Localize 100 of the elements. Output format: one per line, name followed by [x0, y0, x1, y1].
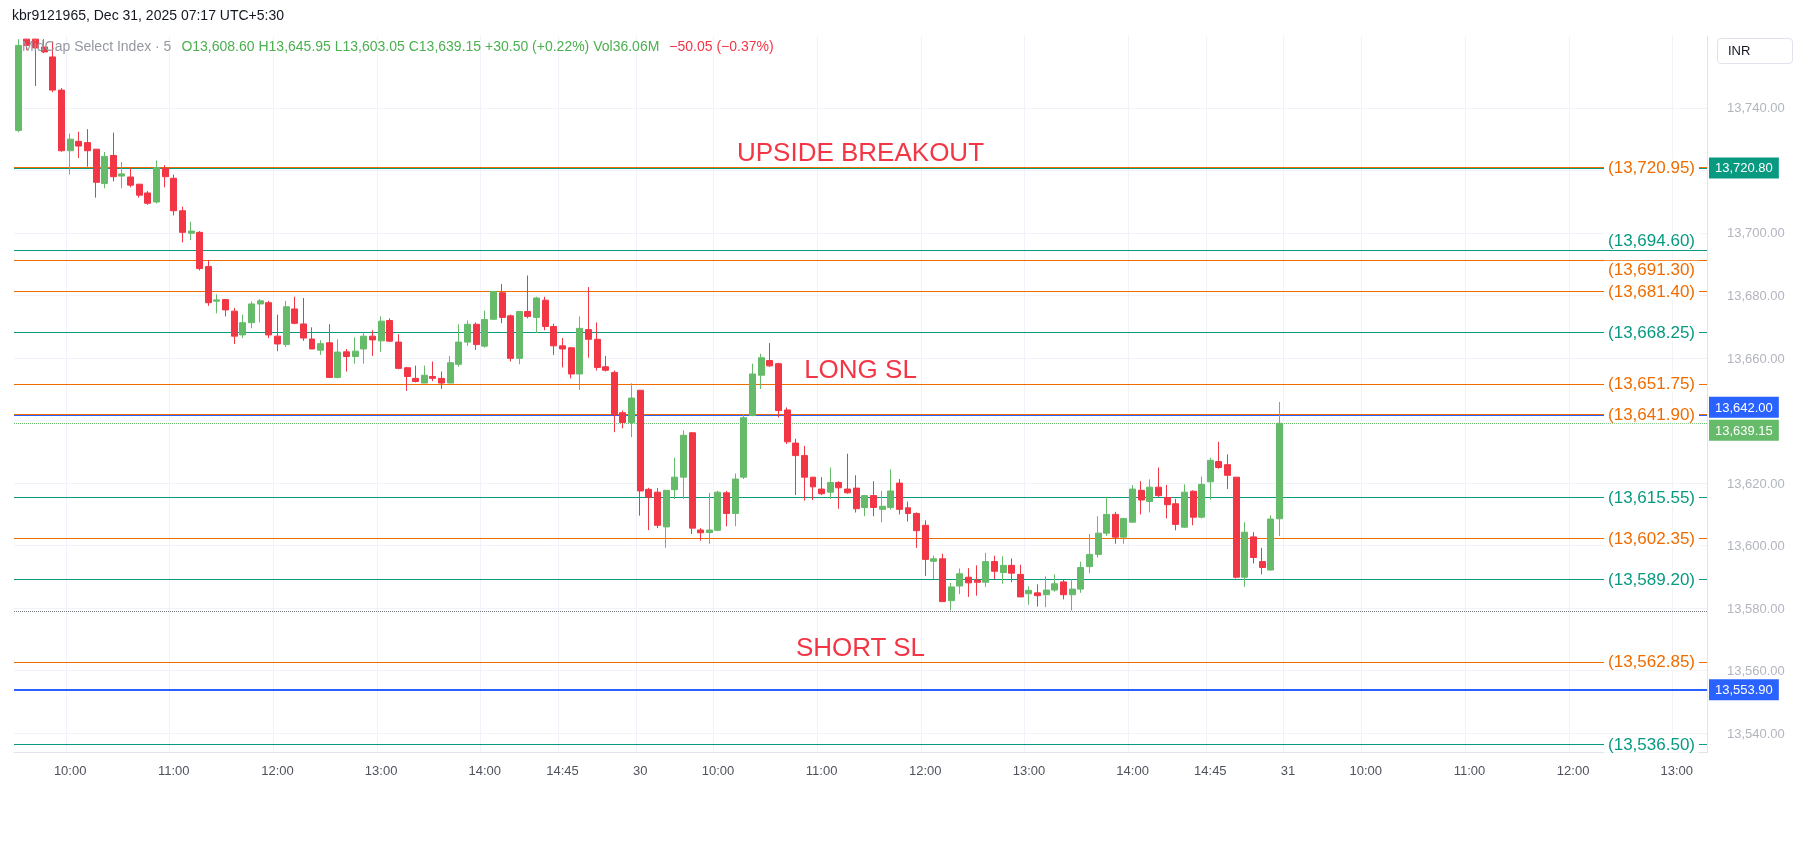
candlestick	[732, 472, 739, 527]
x-tick-label: 14:45	[546, 763, 579, 778]
candlestick	[170, 174, 177, 216]
y-tick-label: 13,700.00	[1727, 225, 1785, 241]
candlestick	[386, 317, 393, 343]
candlestick	[101, 151, 108, 189]
candlestick	[84, 128, 91, 168]
candlestick	[395, 333, 402, 370]
ref-line-label: (13,641.90)	[1608, 405, 1695, 425]
ref-line-label: (13,651.75)	[1608, 374, 1695, 394]
candlestick	[516, 310, 523, 365]
candlestick	[844, 453, 851, 495]
annotation: LONG SL	[804, 353, 917, 384]
ref-line-label: (13,589.20)	[1608, 569, 1695, 589]
candlestick	[1146, 478, 1153, 513]
candlestick	[67, 133, 74, 176]
ref-line-label: (13,602.35)	[1608, 528, 1695, 548]
candlestick	[974, 564, 981, 597]
annotation: −50.05 (−0.37%)	[669, 38, 774, 54]
candlestick	[1000, 555, 1007, 585]
candlestick	[93, 148, 100, 199]
ref-line-label: (13,536.50)	[1608, 734, 1695, 754]
candlestick	[300, 297, 307, 342]
ref-line-label: (13,694.60)	[1608, 231, 1695, 251]
candlestick	[1086, 533, 1093, 574]
candlestick	[118, 161, 125, 189]
y-tick-label: 13,660.00	[1727, 350, 1785, 366]
x-tick-label: 12:00	[1556, 763, 1590, 778]
candlestick	[810, 476, 816, 501]
chart-subtitle: O13,608.60 H13,645.95 L13,603.05 C13,639.15 +30.50 (+0.22%) Vol36.06M	[181, 38, 660, 54]
text: kbr9121965, Dec 31, 2025 07:17 UTC+5:30	[12, 7, 285, 23]
candlestick	[1112, 511, 1119, 545]
candlestick	[309, 326, 315, 350]
x-tick-label: 31	[1280, 763, 1296, 778]
text: INR	[1717, 38, 1793, 64]
candlestick	[291, 296, 298, 325]
candlestick	[533, 296, 540, 334]
candlestick	[179, 206, 186, 243]
candlestick	[1129, 484, 1136, 523]
ref-line-label: 13,553.90	[1715, 682, 1773, 698]
candlestick	[1259, 547, 1266, 575]
candlestick	[827, 466, 834, 500]
candlestick	[792, 438, 799, 496]
candlestick	[775, 362, 782, 418]
candlestick	[481, 310, 488, 349]
x-tick-label: 10:00	[1349, 763, 1383, 778]
candlestick	[360, 331, 367, 365]
y-tick-label: 13,620.00	[1727, 475, 1785, 491]
candlestick	[524, 275, 531, 319]
candlestick	[784, 406, 791, 445]
candlestick	[153, 159, 160, 205]
candlestick	[257, 298, 264, 323]
x-tick-label: 14:00	[1116, 763, 1149, 778]
candlestick	[231, 307, 238, 345]
y-tick-label: 13,600.00	[1727, 538, 1785, 554]
candlestick	[58, 87, 65, 153]
candlestick	[1120, 517, 1127, 545]
candlestick	[1181, 483, 1188, 529]
candlestick	[853, 474, 860, 513]
candlestick	[378, 315, 385, 353]
ref-line-label: (13,720.95)	[1608, 157, 1695, 177]
candlestick	[1190, 489, 1197, 526]
candlestick	[334, 338, 341, 379]
x-tick-label: 10:00	[53, 763, 87, 778]
candlestick	[913, 512, 920, 549]
candlestick	[490, 290, 497, 320]
ref-line-label: (13,562.85)	[1608, 652, 1695, 672]
y-tick-label: 13,740.00	[1727, 100, 1785, 116]
candlestick	[568, 346, 575, 379]
candlestick	[1060, 578, 1067, 600]
y-tick-label: 13,680.00	[1727, 288, 1785, 304]
candlestick	[421, 365, 428, 384]
candlestick	[663, 489, 670, 549]
candlestick	[896, 478, 903, 515]
x-tick-label: 13:00	[364, 763, 398, 778]
candlestick	[766, 342, 773, 368]
candlestick	[922, 519, 929, 577]
ref-line-label: (13,681.40)	[1608, 281, 1695, 301]
candlestick	[188, 221, 195, 241]
candlestick	[671, 457, 678, 500]
candlestick	[283, 300, 290, 348]
candlestick	[265, 300, 272, 339]
annotation: SHORT SL	[795, 631, 926, 662]
annotation: UPSIDE BREAKOUT	[736, 137, 985, 168]
y-tick-label: 13,540.00	[1727, 725, 1785, 741]
x-tick-label: 12:00	[909, 763, 942, 778]
candlestick	[473, 321, 480, 351]
ref-line-label: 13,720.80	[1715, 160, 1773, 176]
candlestick	[438, 370, 445, 390]
x-tick-label: 11:00	[158, 763, 190, 778]
candlestick	[1224, 453, 1231, 490]
y-tick-label: 13,560.00	[1727, 663, 1785, 679]
ref-line-label: (13,691.30)	[1608, 259, 1695, 279]
candlestick	[1034, 583, 1041, 608]
candlestick	[196, 230, 203, 271]
candlestick	[939, 553, 946, 603]
candlestick	[749, 363, 756, 417]
candlestick	[1155, 466, 1162, 498]
candlestick	[861, 494, 868, 517]
candlestick	[559, 337, 566, 368]
